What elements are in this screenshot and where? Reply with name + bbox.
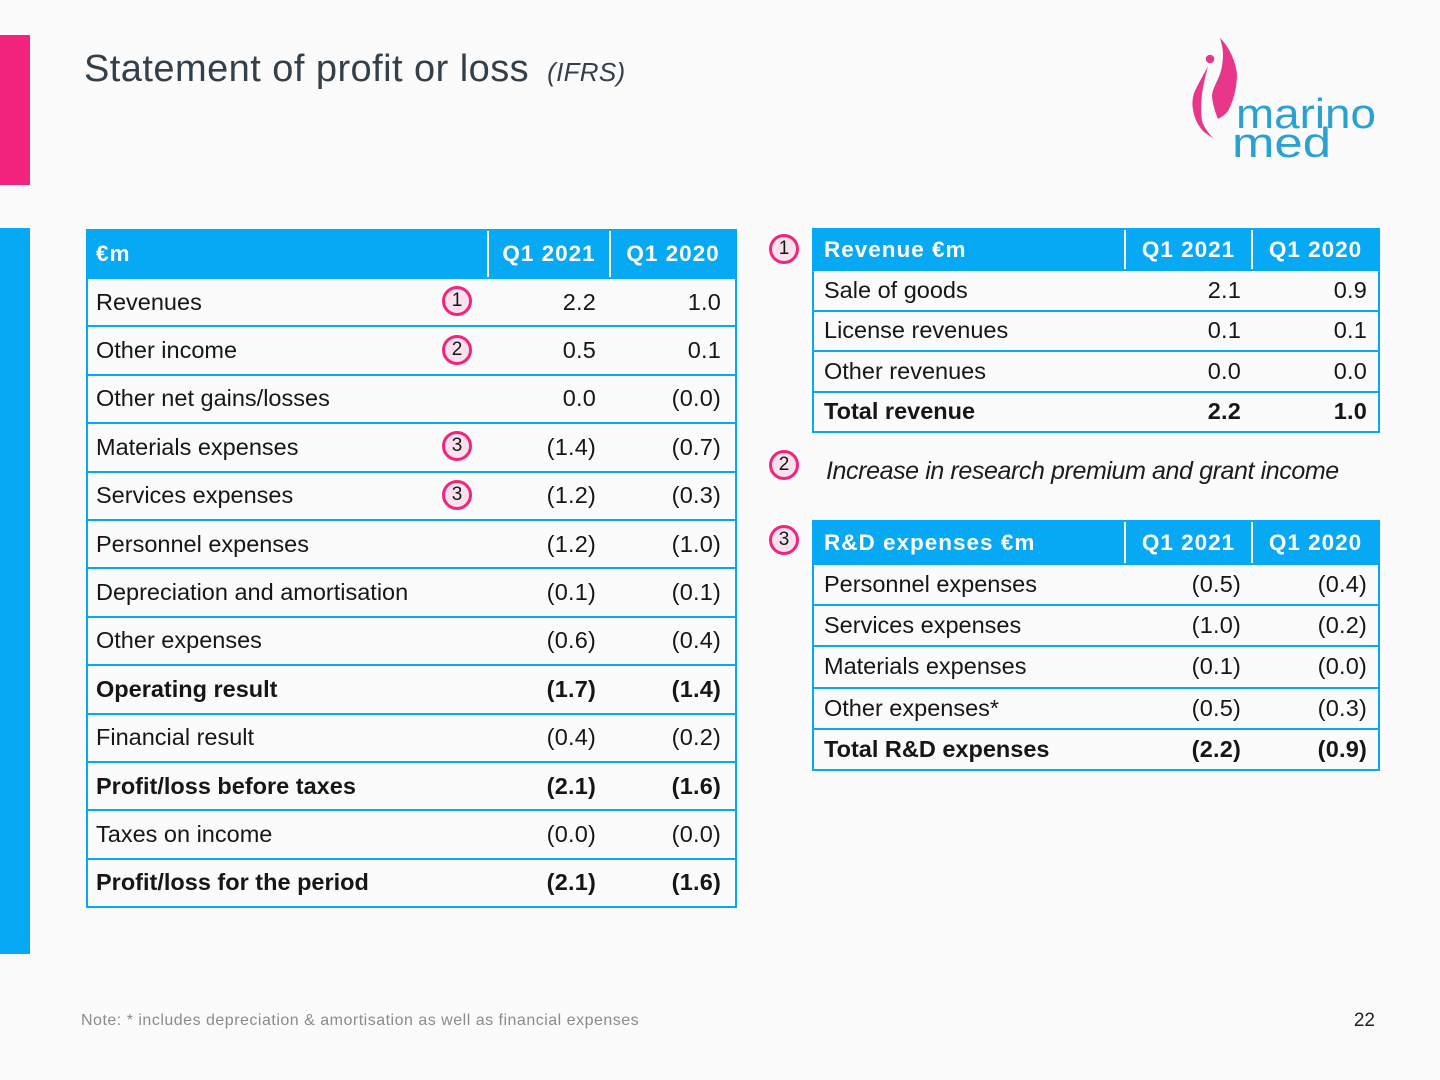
svg-text:med: med (1232, 119, 1331, 166)
svg-text:marino: marino (1236, 90, 1376, 137)
